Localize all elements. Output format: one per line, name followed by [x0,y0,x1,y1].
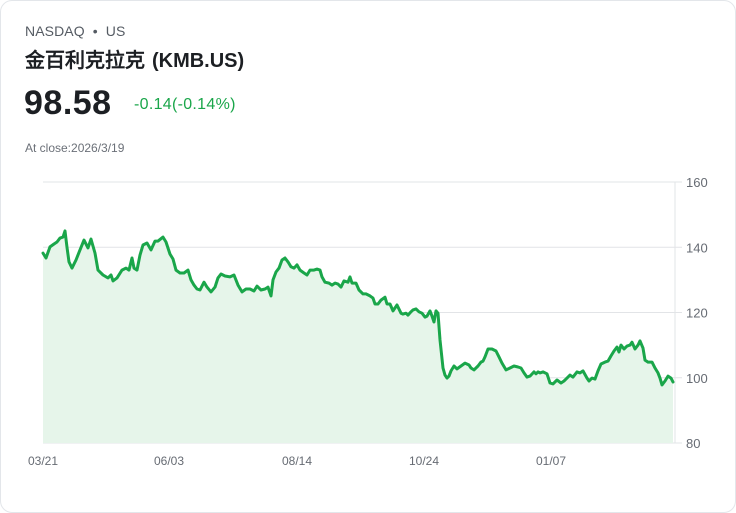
y-axis: 160 140 120 100 80 [686,175,708,451]
x-tick-label: 06/03 [154,454,184,468]
separator-dot: • [92,23,98,39]
price-change: -0.14(-0.14%) [134,96,236,113]
y-tick-label: 160 [686,175,708,190]
x-tick-label: 08/14 [282,454,312,468]
x-axis: 03/21 06/03 08/14 10/24 01/07 [28,454,566,468]
company-name: 金百利克拉克 [25,48,145,72]
exchange-name: NASDAQ [25,23,85,39]
chart-area-fill [43,230,673,443]
close-timestamp: At close:2026/3/19 [25,141,125,155]
y-tick-label: 120 [686,306,708,321]
page-title: 金百利克拉克 (KMB.US) [25,44,244,73]
y-tick-label: 140 [686,240,708,255]
region: US [105,23,126,39]
x-tick-label: 10/24 [409,454,439,468]
chart-price-line [41,229,675,387]
y-tick-label: 100 [686,371,708,386]
y-tick-label: 80 [686,436,700,451]
exchange-line: NASDAQ • US [25,23,125,39]
ticker-symbol: (KMB.US) [151,50,245,72]
current-price: 98.58 [24,84,112,122]
x-tick-label: 03/21 [28,454,58,468]
x-tick-label: 01/07 [536,454,566,468]
